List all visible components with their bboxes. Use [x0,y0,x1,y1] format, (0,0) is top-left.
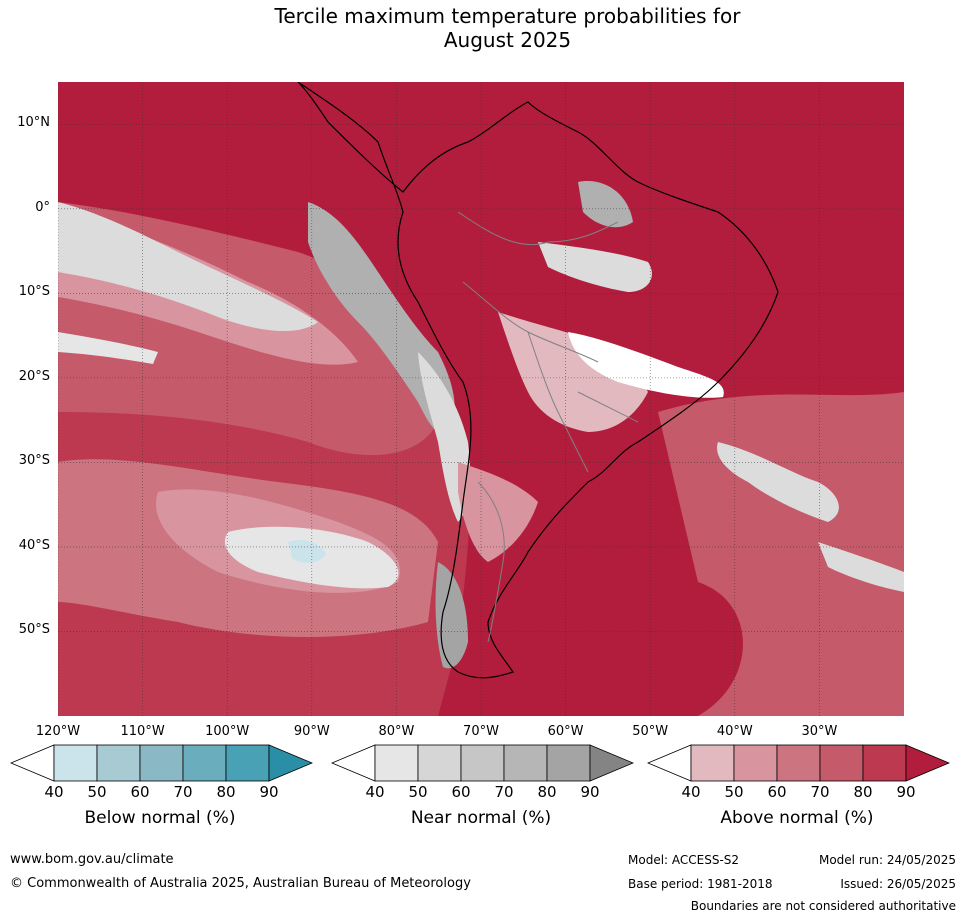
latitude-tick-label: 20°S [18,368,50,384]
near-normal-70-region-andes-coast [308,202,455,435]
colorbar-label: Above normal (%) [720,808,874,828]
latitude-tick-label: 0° [35,199,50,215]
map-title: Tercile maximum temperature probabilitie… [0,4,965,52]
near-normal-region-chile [418,352,470,522]
colorbar-segment [905,744,950,782]
colorbar [647,744,950,782]
colorbar-tick-label: 70 [810,783,830,801]
colorbar-tick-label: 80 [537,783,557,801]
below-normal-region [288,540,326,563]
longitude-tick-label: 70°W [463,724,499,739]
colorbar-segment [225,744,270,782]
colorbar-tick-label: 50 [87,783,107,801]
longitude-tick-label: 100°W [205,724,250,739]
model-text: Model: ACCESS-S2 [628,853,740,867]
colorbar-segment [460,744,505,782]
probability-map [58,82,904,716]
colorbar-tick-label: 50 [408,783,428,801]
title-line-1: Tercile maximum temperature probabilitie… [274,4,741,28]
latitude-tick-label: 10°N [17,115,50,131]
near-normal-region-amazon [538,242,652,292]
colorbar-segment [733,744,778,782]
colorbar-tick-label: 70 [173,783,193,801]
south-america-coastline [297,82,779,679]
longitude-tick-label: 30°W [801,724,838,739]
colorbar-tick-label: 50 [724,783,744,801]
near-normal-region-atlantic-2 [818,542,904,592]
country-boundary [457,211,619,246]
longitude-tick-label: 90°W [293,724,330,739]
colorbar-segment [268,744,313,782]
above-normal-40-region-interior [498,312,648,432]
no-signal-region-brazil [568,332,724,398]
colorbar-segment [503,744,548,782]
colorbar-segment [776,744,821,782]
latitude-tick-label: 30°S [18,453,50,469]
colorbar-tick-label: 40 [365,783,385,801]
colorbar-segment [546,744,591,782]
issued-text: Issued: 26/05/2025 [840,877,956,891]
longitude-tick-label: 110°W [120,724,165,739]
near-normal-region-guianas [578,181,633,228]
colorbar [10,744,313,782]
above-normal-70-region-atlantic [658,392,904,716]
colorbar-tick-label: 90 [259,783,279,801]
model-run-text: Model run: 24/05/2025 [818,853,956,867]
colorbar-tick-label: 80 [853,783,873,801]
colorbar-segment [96,744,141,782]
colorbar-segment [589,744,634,782]
colorbar-tick-label: 60 [451,783,471,801]
colorbar-tick-label: 40 [681,783,701,801]
map-svg [58,82,904,716]
longitude-tick-label: 120°W [35,724,81,739]
country-boundary [527,331,589,473]
latitude-tick-label: 50°S [18,622,50,638]
colorbar-segment [139,744,184,782]
country-boundary [462,281,599,363]
colorbar-segment [182,744,227,782]
colorbar-tick-label: 80 [216,783,236,801]
colorbar [331,744,634,782]
longitude-tick-label: 80°W [378,724,415,739]
colorbar-segment [417,744,462,782]
country-boundary [577,391,639,423]
colorbar-tick-label: 90 [580,783,600,801]
colorbar-tick-label: 40 [44,783,64,801]
longitude-tick-label: 60°W [547,724,584,739]
country-boundary [477,481,505,643]
copyright-text: © Commonwealth of Australia 2025, Austra… [10,876,471,891]
title-line-2: August 2025 [443,28,572,52]
colorbar-label: Near normal (%) [410,808,552,828]
colorbar-segment [374,744,419,782]
colorbar-tick-label: 60 [130,783,150,801]
colorbar-tick-label: 60 [767,783,787,801]
colorbar-segment [647,744,692,782]
latitude-tick-label: 10°S [18,284,50,300]
website-link[interactable]: www.bom.gov.au/climate [10,852,174,867]
near-normal-region-atlantic [717,442,839,522]
colorbar-segment [819,744,864,782]
near-normal-region-patagonia [435,562,468,669]
longitude-tick-label: 50°W [632,724,669,739]
colorbar-segment [53,744,98,782]
graticule [58,82,904,716]
base-period-text: Base period: 1981-2018 [628,877,773,891]
near-normal-region-pacific-2 [58,332,158,364]
colorbar-segment [862,744,907,782]
colorbar-segment [10,744,55,782]
colorbar-tick-label: 90 [896,783,916,801]
longitude-tick-label: 40°W [716,724,753,739]
disclaimer-text: Boundaries are not considered authoritat… [690,899,956,913]
colorbar-segment [331,744,376,782]
latitude-tick-label: 40°S [18,537,50,553]
near-normal-region-pacific [58,202,318,332]
colorbar-label: Below normal (%) [84,808,236,828]
colorbar-segment [690,744,735,782]
colorbar-tick-label: 70 [494,783,514,801]
